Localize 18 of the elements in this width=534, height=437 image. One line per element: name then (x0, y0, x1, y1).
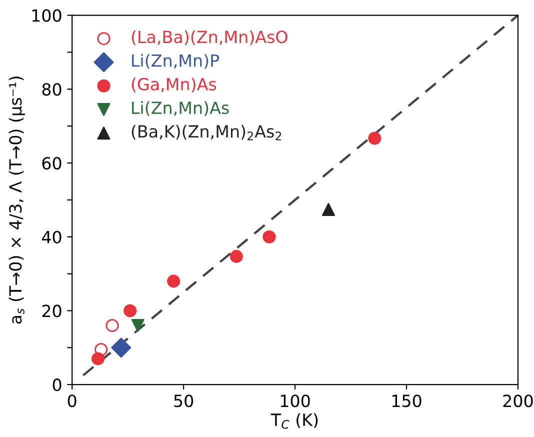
y-tick-label: 60 (42, 156, 62, 170)
x-tick-label: 50 (174, 394, 194, 408)
x-tick-label: 0 (68, 394, 76, 408)
x-tick-label: 150 (392, 394, 422, 408)
y-tick-label: 0 (52, 378, 62, 392)
y-tick-label: 20 (42, 304, 62, 318)
legend-label: Li(Zn,Mn)As (132, 101, 229, 116)
legend-label: (La,Ba)(Zn,Mn)AsO (132, 30, 288, 46)
legend-label: (Ba,K)(Zn,Mn)$_{2}$As$_{2}$ (132, 124, 282, 140)
y-tick-label: 40 (42, 230, 62, 244)
x-axis-title: T$_{C}$ (K) (270, 413, 318, 429)
x-tick-label: 200 (503, 394, 533, 408)
y-axis-title: a$_{s}$ (T→0) × 4/3, Λ (T→0) (μs⁻¹) (8, 76, 25, 324)
y-tick-label: 80 (42, 83, 62, 96)
y-tick-label: 100 (32, 9, 62, 22)
legend-label: Li(Zn,Mn)P (132, 54, 220, 69)
legend-label: (Ga,Mn)As (132, 78, 216, 92)
x-tick-label: 100 (280, 394, 310, 408)
